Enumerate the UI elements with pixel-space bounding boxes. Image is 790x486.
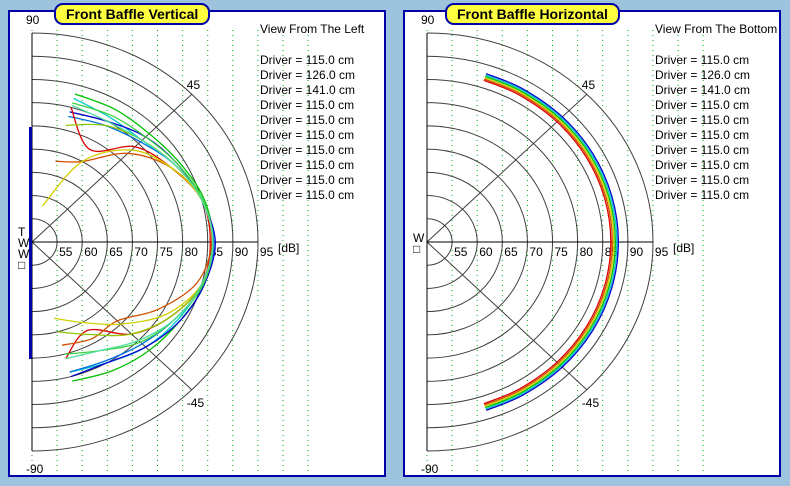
driver-marker: T <box>18 225 26 239</box>
series-curve-4 <box>65 107 211 360</box>
r-tick-label: 95 <box>655 245 669 259</box>
view-label: View From The Left <box>260 22 365 36</box>
driver-legend-entry: Driver = 115.0 cm <box>260 173 354 187</box>
angle-label-90: 90 <box>421 13 435 27</box>
angle-label-minus-45: -45 <box>187 396 205 410</box>
driver-legend-entry: Driver = 115.0 cm <box>655 98 749 112</box>
unit-label: [dB] <box>278 241 299 255</box>
series-curve-3 <box>484 75 616 409</box>
unit-label: [dB] <box>673 241 694 255</box>
horizontal-polar-panel: 55 60 65 70 75 80 85 90 95 [dB] 90 45 -45 -90 W □ View F… <box>403 3 781 477</box>
r-tick-label: 70 <box>134 245 148 259</box>
angle-label-45: 45 <box>582 78 596 92</box>
driver-marker: □ <box>413 242 420 256</box>
r-tick-label: 70 <box>529 245 543 259</box>
driver-legend-entry: Driver = 141.0 cm <box>655 83 750 97</box>
series-curve-2 <box>484 77 615 407</box>
series-curve-5 <box>55 152 213 346</box>
vertical-polar-panel: 55 60 65 70 75 80 85 90 95 [dB] 90 45 -45 -90 T W W □ View… <box>8 3 386 477</box>
driver-legend-entry: Driver = 115.0 cm <box>655 188 749 202</box>
angle-label-45: 45 <box>187 78 201 92</box>
driver-legend-entry: Driver = 115.0 cm <box>260 53 354 67</box>
series-curve-2 <box>69 111 216 378</box>
driver-legend-entry: Driver = 141.0 cm <box>260 83 355 97</box>
series-curve-0 <box>483 79 612 405</box>
driver-legend-entry: Driver = 115.0 cm <box>655 53 749 67</box>
view-label: View From The Bottom <box>655 22 777 36</box>
driver-legend-entry: Driver = 115.0 cm <box>260 128 354 142</box>
driver-legend-entry: Driver = 115.0 cm <box>655 113 749 127</box>
driver-legend-entry: Driver = 126.0 cm <box>260 68 355 82</box>
driver-legend-entry: Driver = 115.0 cm <box>655 143 749 157</box>
r-tick-label: 65 <box>504 245 518 259</box>
diagonal-45 <box>426 93 588 243</box>
r-tick-label: 95 <box>260 245 274 259</box>
r-tick-label: 55 <box>454 245 468 259</box>
driver-legend-entry: Driver = 115.0 cm <box>260 188 354 202</box>
baffle-bar <box>29 127 32 359</box>
r-tick-label: 90 <box>630 245 644 259</box>
series-curve-9 <box>65 104 214 360</box>
r-tick-label: 80 <box>185 245 199 259</box>
series-curve-3 <box>68 115 215 373</box>
driver-legend-entry: Driver = 115.0 cm <box>260 113 354 127</box>
angle-label-minus-90: -90 <box>421 462 439 475</box>
panel-title: Front Baffle Horizontal <box>445 3 620 25</box>
driver-marker: □ <box>18 258 25 272</box>
vertical-polar-plot: 55 60 65 70 75 80 85 90 95 [dB]9045-45-90TWW□View… <box>18 13 365 475</box>
r-tick-label: 60 <box>479 245 493 259</box>
driver-legend-entry: Driver = 115.0 cm <box>655 128 749 142</box>
r-tick-label: 80 <box>580 245 594 259</box>
r-tick-label: 55 <box>59 245 73 259</box>
panel-title: Front Baffle Vertical <box>54 3 211 25</box>
driver-legend-entry: Driver = 115.0 cm <box>260 143 354 157</box>
diagonal-45 <box>31 93 193 243</box>
series-curve-4 <box>485 74 618 410</box>
r-tick-label: 75 <box>555 245 569 259</box>
r-tick-label: 90 <box>235 245 249 259</box>
series-curve-1 <box>484 78 613 406</box>
diagonal-minus-45 <box>31 241 193 391</box>
driver-legend-entry: Driver = 126.0 cm <box>655 68 750 82</box>
series-curve-5 <box>485 73 619 411</box>
angle-label-minus-90: -90 <box>26 462 44 475</box>
driver-marker: W <box>18 236 30 250</box>
driver-legend-entry: Driver = 115.0 cm <box>655 173 749 187</box>
angle-label-minus-45: -45 <box>582 396 600 410</box>
driver-legend-entry: Driver = 115.0 cm <box>260 98 354 112</box>
r-tick-label: 60 <box>84 245 98 259</box>
angle-label-90: 90 <box>26 13 40 27</box>
diagonal-minus-45 <box>426 241 588 391</box>
driver-marker: W <box>18 247 30 261</box>
r-tick-label: 75 <box>160 245 174 259</box>
driver-legend-entry: Driver = 115.0 cm <box>260 158 354 172</box>
driver-marker: W <box>413 231 425 245</box>
driver-legend-entry: Driver = 115.0 cm <box>655 158 749 172</box>
r-tick-label: 65 <box>109 245 123 259</box>
